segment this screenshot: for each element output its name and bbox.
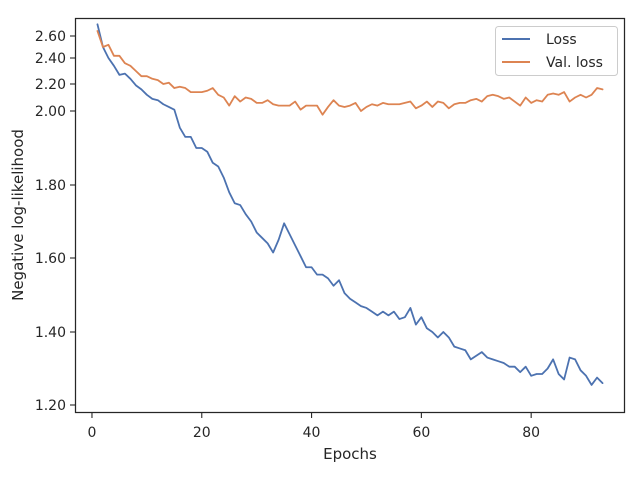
legend-label-val-loss: Val. loss	[546, 55, 603, 71]
y-tick-label: 2.00	[35, 104, 66, 120]
x-axis: 0 20 40 60 80	[88, 412, 540, 441]
y-tick-label: 2.20	[35, 77, 66, 93]
legend: Loss Val. loss	[495, 26, 618, 76]
x-tick-label: 40	[303, 425, 321, 441]
x-axis-label: Epochs	[323, 445, 377, 463]
series-line-loss	[96, 23, 604, 386]
x-tick-label: 80	[522, 425, 540, 441]
series-layer	[96, 23, 604, 386]
y-tick-label: 1.20	[35, 398, 66, 414]
y-tick-label: 1.80	[35, 178, 66, 194]
y-tick-label: 2.60	[35, 29, 66, 45]
y-axis-label: Negative log-likelihood	[9, 129, 27, 301]
y-tick-label: 1.60	[35, 251, 66, 267]
y-tick-label: 2.40	[35, 51, 66, 67]
y-axis: 1.20 1.40 1.60 1.80 2.00 2.20 2.40 2.60	[35, 29, 76, 414]
y-tick-label: 1.40	[35, 325, 66, 341]
x-tick-label: 0	[88, 425, 97, 441]
axes-frame	[74, 17, 626, 414]
x-tick-label: 60	[412, 425, 430, 441]
x-tick-label: 20	[193, 425, 211, 441]
legend-label-loss: Loss	[546, 32, 577, 48]
series-line-val-loss	[96, 30, 604, 116]
